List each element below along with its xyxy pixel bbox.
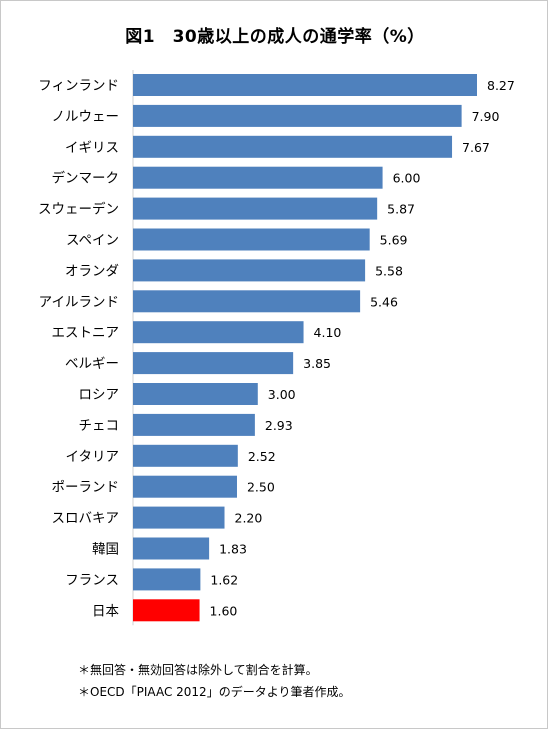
value-label: 7.67 <box>462 140 490 155</box>
footnotes: ＊無回答・無効回答は除外して割合を計算。 ＊OECD「PIAAC 2012」のデ… <box>78 659 350 703</box>
bar <box>133 568 201 591</box>
chart-title: 図1 30歳以上の成人の通学率（%） <box>125 27 425 47</box>
category-label: 韓国 <box>92 542 119 558</box>
value-label: 4.10 <box>314 325 342 340</box>
footnote-1: ＊無回答・無効回答は除外して割合を計算。 <box>78 663 318 677</box>
bar <box>133 321 304 344</box>
bar <box>133 228 370 251</box>
bar <box>133 135 453 158</box>
value-label: 5.87 <box>387 202 415 217</box>
value-label: 8.27 <box>487 78 515 93</box>
bar <box>133 104 462 127</box>
bar <box>133 74 477 96</box>
category-label: ロシア <box>79 387 120 403</box>
value-label: 5.46 <box>370 294 398 309</box>
bar-chart: フィンランド 8.27 ノルウェー 7.90 イギリス 7.67 デンマーク 6.00 スウェー… <box>38 70 515 626</box>
category-label: イギリス <box>65 140 119 156</box>
category-label: イタリア <box>66 449 119 465</box>
category-label: ポーランド <box>52 480 120 496</box>
category-label: スペイン <box>66 233 119 249</box>
category-label: スウェーデン <box>38 201 119 218</box>
category-label: オランダ <box>65 263 119 279</box>
category-label: フランス <box>65 572 119 588</box>
value-label: 1.83 <box>219 542 247 557</box>
category-label: スロバキア <box>52 511 120 527</box>
bar <box>133 537 210 560</box>
value-label: 1.62 <box>210 572 238 587</box>
bar <box>133 599 200 622</box>
value-label: 3.85 <box>303 356 331 371</box>
category-label: チェコ <box>79 418 120 434</box>
value-label: 2.93 <box>265 418 293 433</box>
value-label: 3.00 <box>268 387 296 402</box>
category-label: エストニア <box>52 325 120 341</box>
bar <box>133 352 294 375</box>
value-label: 1.60 <box>210 603 238 618</box>
footnote-2: ＊OECD「PIAAC 2012」のデータより筆者作成。 <box>78 685 351 699</box>
category-label: アイルランド <box>39 294 119 310</box>
value-label: 6.00 <box>393 171 421 186</box>
value-label: 5.58 <box>375 263 403 278</box>
category-label: ノルウェー <box>52 109 120 125</box>
bar <box>133 197 378 220</box>
value-label: 2.52 <box>248 449 276 464</box>
value-label: 2.20 <box>235 511 263 526</box>
category-label: フィンランド <box>38 78 119 94</box>
bar <box>133 259 366 282</box>
category-label: デンマーク <box>52 170 120 187</box>
bar <box>133 506 225 529</box>
bar <box>133 413 255 436</box>
category-label: ベルギー <box>65 356 119 372</box>
bar <box>133 166 383 189</box>
value-label: 7.90 <box>472 109 500 124</box>
category-label: 日本 <box>92 603 119 619</box>
bar <box>133 383 258 405</box>
bar <box>133 444 238 467</box>
bar <box>133 290 361 313</box>
value-label: 2.50 <box>247 480 275 495</box>
bar <box>133 475 237 498</box>
value-label: 5.69 <box>380 233 408 248</box>
